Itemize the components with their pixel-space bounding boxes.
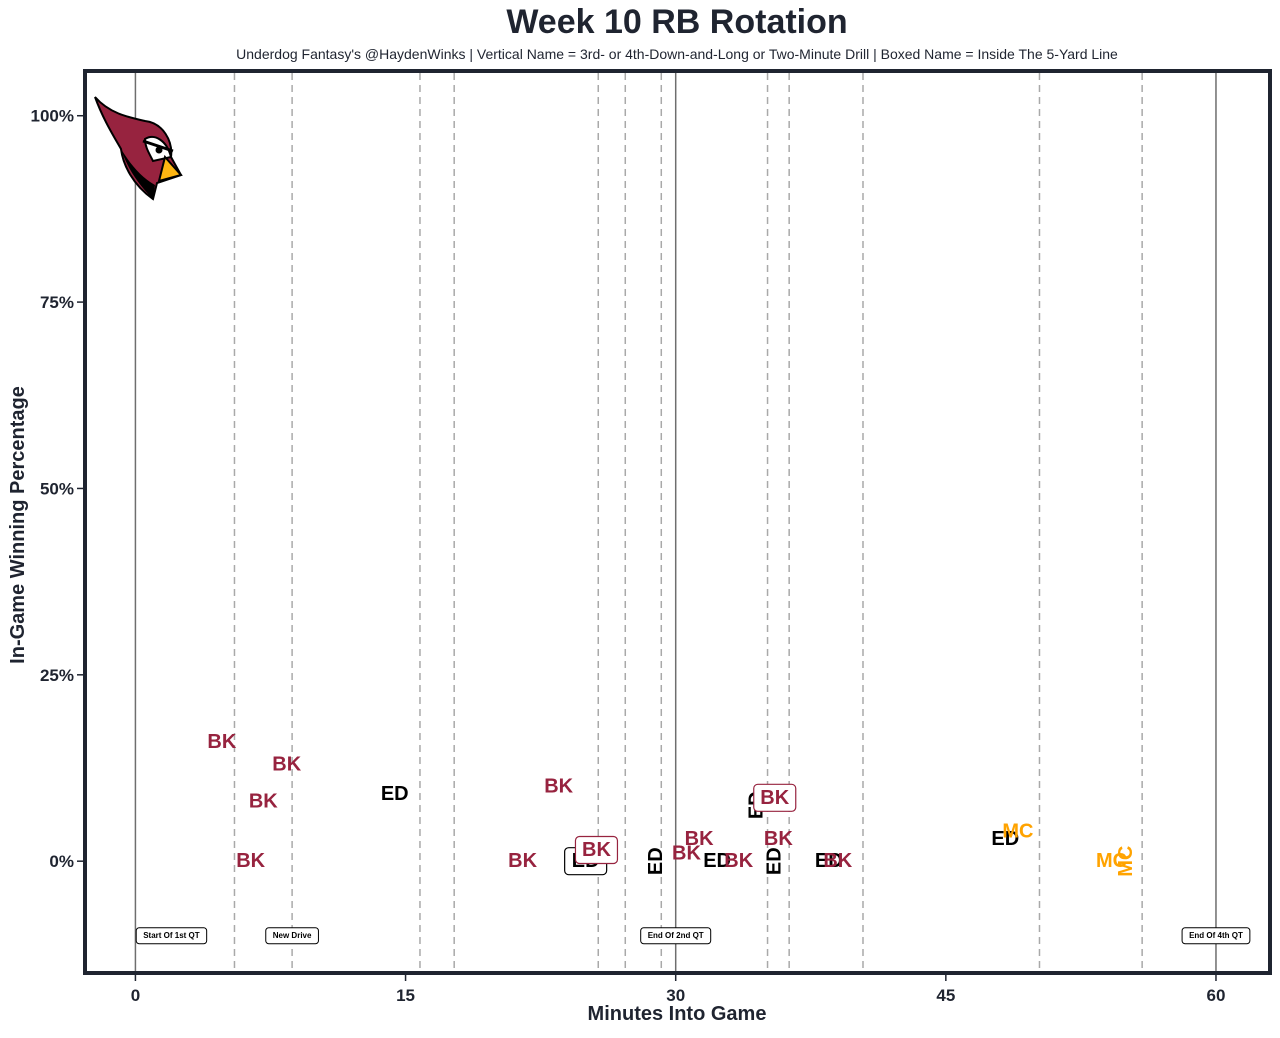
cardinals-logo-icon	[94, 96, 183, 201]
data-point-mc: MC	[1115, 846, 1137, 877]
x-tick-label: 60	[1207, 986, 1226, 1005]
data-point-ed: ED	[703, 850, 731, 872]
plot-frame	[83, 69, 1272, 975]
point-label: ED	[991, 828, 1019, 850]
y-tick-label: 0%	[49, 852, 74, 871]
annotation-label: End Of 2nd QT	[640, 927, 712, 945]
point-label: BK	[685, 828, 714, 850]
data-point-ed: ED	[815, 850, 843, 872]
data-point-bk: BK	[764, 828, 793, 850]
point-label: BK	[544, 776, 573, 798]
annotation-text: End Of 4th QT	[1189, 931, 1243, 940]
drive-lines	[233, 73, 1143, 971]
quarter-lines	[134, 73, 1217, 971]
annotation-label: End Of 4th QT	[1181, 927, 1251, 945]
annotation-label: Start Of 1st QT	[135, 927, 208, 945]
point-label: BK	[582, 839, 611, 861]
point-label: BK	[249, 791, 278, 813]
chart-subtitle: Underdog Fantasy's @HaydenWinks | Vertic…	[236, 46, 1118, 62]
x-tick-label: 15	[396, 986, 415, 1005]
y-axis-label: In-Game Winning Percentage	[7, 386, 29, 664]
y-tick-label: 25%	[40, 666, 74, 685]
data-point-bk: BK	[236, 850, 265, 872]
data-point-bk: BK	[753, 783, 797, 812]
x-axis-ticks: 0 15 30 45 60	[131, 975, 1226, 1005]
annotation-text: Start Of 1st QT	[143, 931, 200, 940]
point-label: ED	[703, 850, 731, 872]
point-label: BK	[236, 850, 265, 872]
data-point-bk: BK	[672, 843, 701, 865]
annotation-text: New Drive	[273, 931, 312, 940]
data-point-ed: ED	[381, 783, 409, 805]
point-label: MC	[1115, 846, 1137, 877]
annotation-box	[1181, 927, 1251, 945]
point-label: BK	[672, 843, 701, 865]
data-point-ed: ED	[645, 847, 667, 875]
x-axis-label: Minutes Into Game	[588, 1003, 767, 1025]
point-label: BK	[760, 787, 789, 809]
inside-five-box	[753, 783, 797, 812]
annotation-label: New Drive	[265, 927, 319, 945]
y-tick-label: 50%	[40, 479, 74, 498]
data-point-bk: BK	[574, 835, 619, 865]
data-point-bk: BK	[823, 850, 852, 872]
inside-five-box	[574, 835, 619, 865]
annotation-box	[135, 927, 208, 945]
quarter-annotations: Start Of 1st QT New Drive End Of 2nd QT End…	[135, 927, 1251, 945]
point-label: BK	[823, 850, 852, 872]
point-label: ED	[645, 847, 667, 875]
point-label: BK	[272, 753, 301, 775]
data-point-bk: BK	[685, 828, 714, 850]
data-point-mc: MC	[1002, 820, 1033, 842]
data-point-bk: BK	[508, 850, 537, 872]
x-tick-label: 0	[131, 986, 140, 1005]
point-label: MC	[1096, 850, 1127, 872]
data-points: BKBKBKBKEDBKBKEDBKEDBKBKEDBKEDBKBKEDEDBK…	[207, 731, 1137, 877]
data-point-ed: ED	[991, 828, 1019, 850]
data-point-bk: BK	[544, 776, 573, 798]
point-label: ED	[764, 847, 786, 875]
x-tick-label: 45	[936, 986, 955, 1005]
x-tick-label: 30	[666, 986, 685, 1005]
y-tick-label: 75%	[40, 293, 74, 312]
data-point-bk: BK	[207, 731, 236, 753]
data-point-bk: BK	[724, 850, 753, 872]
y-tick-label: 100%	[31, 107, 74, 126]
data-point-bk: BK	[249, 791, 278, 813]
point-label: ED	[381, 783, 409, 805]
point-label: BK	[724, 850, 753, 872]
point-label: MC	[1002, 820, 1033, 842]
annotation-text: End Of 2nd QT	[648, 931, 704, 940]
point-label: BK	[764, 828, 793, 850]
point-label: ED	[815, 850, 843, 872]
data-point-ed: ED	[764, 847, 786, 875]
point-label: BK	[508, 850, 537, 872]
annotation-box	[640, 927, 712, 945]
chart-title: Week 10 RB Rotation	[506, 3, 847, 41]
point-label: BK	[207, 731, 236, 753]
data-point-mc: MC	[1096, 850, 1127, 872]
data-point-bk: BK	[272, 753, 301, 775]
annotation-box	[265, 927, 319, 945]
y-axis-ticks: 0% 25% 50% 75% 100%	[31, 107, 83, 871]
